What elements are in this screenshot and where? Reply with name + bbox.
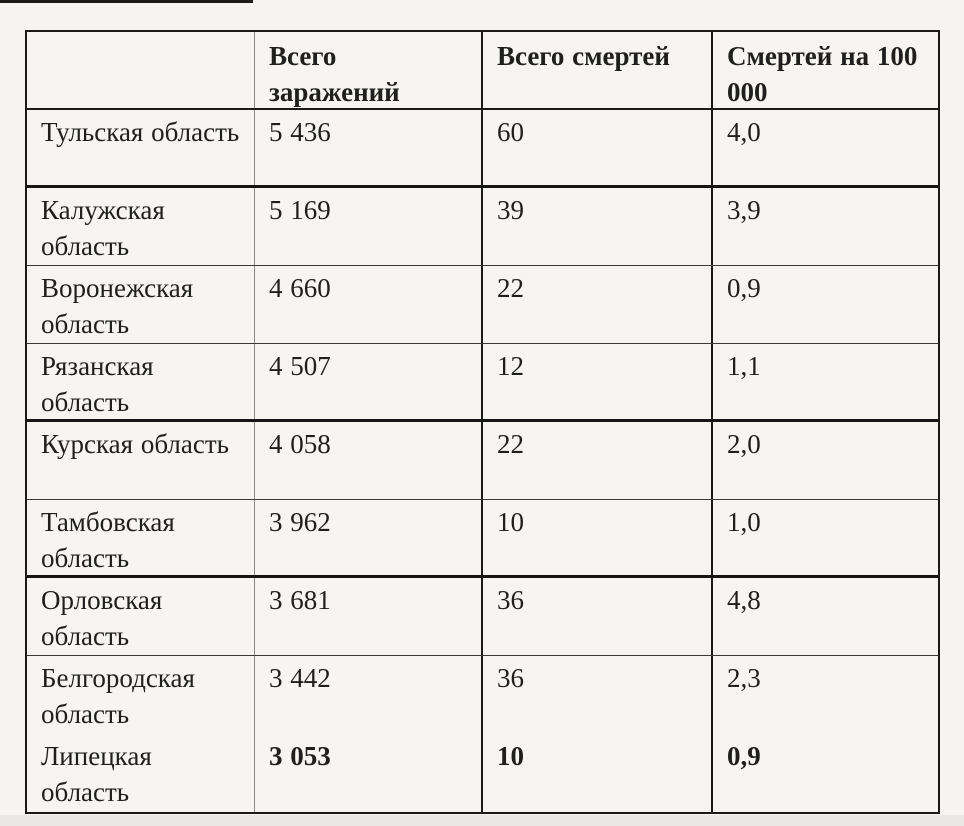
table-row: Липецкая область 3 053 10 0,9: [27, 734, 938, 812]
deaths-cell: 10: [483, 734, 713, 812]
region-cell: Тамбовская область: [27, 500, 255, 575]
region-cell: Рязанская область: [27, 344, 255, 419]
region-cell: Тульская область: [27, 110, 255, 185]
region-cell: Липецкая область: [27, 734, 255, 812]
infections-cell: 5 436: [255, 110, 483, 185]
region-cell: Белгородская область: [27, 656, 255, 734]
table-row: Курская область 4 058 22 2,0: [27, 422, 938, 500]
table-header-row: Всего заражений Всего смертей Смертей на…: [27, 32, 938, 110]
deaths-cell: 10: [483, 500, 713, 575]
table-row: Воронежская область 4 660 22 0,9: [27, 266, 938, 344]
regions-covid-table: Всего заражений Всего смертей Смертей на…: [25, 30, 940, 814]
infections-cell: 3 962: [255, 500, 483, 575]
infections-cell: 4 058: [255, 422, 483, 499]
per100k-cell: 4,0: [727, 117, 761, 147]
region-cell: Воронежская область: [27, 266, 255, 343]
per100k-cell: 2,3: [727, 663, 761, 693]
per100k-cell: 4,8: [727, 585, 761, 615]
table-row: Тульская область 5 436 60 4,0: [27, 110, 938, 188]
header-region: [27, 32, 255, 108]
deaths-cell: 22: [483, 422, 713, 499]
infections-cell: 4 660: [255, 266, 483, 343]
infections-cell: 3 053: [255, 734, 483, 812]
region-cell: Орловская область: [27, 578, 255, 655]
per100k-cell: 1,1: [727, 351, 761, 381]
deaths-cell: 60: [483, 110, 713, 185]
header-deaths: Всего смертей: [483, 32, 713, 108]
table-row: Тамбовская область 3 962 10 1,0: [27, 500, 938, 578]
deaths-cell: 36: [483, 656, 713, 734]
infections-cell: 5 169: [255, 188, 483, 265]
deaths-cell: 22: [483, 266, 713, 343]
deaths-cell: 36: [483, 578, 713, 655]
per100k-cell: 0,9: [727, 273, 761, 303]
table-row: Калужская область 5 169 39 3,9: [27, 188, 938, 266]
region-cell: Курская область: [27, 422, 255, 499]
table-row: Рязанская область 4 507 12 1,1: [27, 344, 938, 422]
infections-cell: 3 442: [255, 656, 483, 734]
per100k-cell: 2,0: [727, 429, 761, 459]
per100k-cell: 1,0: [727, 507, 761, 537]
header-infections: Всего заражений: [255, 32, 483, 108]
header-per100k: Смертей на 100 000: [727, 41, 918, 107]
per100k-cell: 0,9: [727, 741, 761, 771]
deaths-cell: 39: [483, 188, 713, 265]
table-row: Орловская область 3 681 36 4,8: [27, 578, 938, 656]
region-cell: Калужская область: [27, 188, 255, 265]
page-bottom-margin: [0, 815, 964, 826]
infections-cell: 3 681: [255, 578, 483, 655]
table-row: Белгородская область 3 442 36 2,3: [27, 656, 938, 734]
deaths-cell: 12: [483, 344, 713, 419]
infections-cell: 4 507: [255, 344, 483, 419]
per100k-cell: 3,9: [727, 195, 761, 225]
cropped-content-remnant: [0, 0, 253, 3]
